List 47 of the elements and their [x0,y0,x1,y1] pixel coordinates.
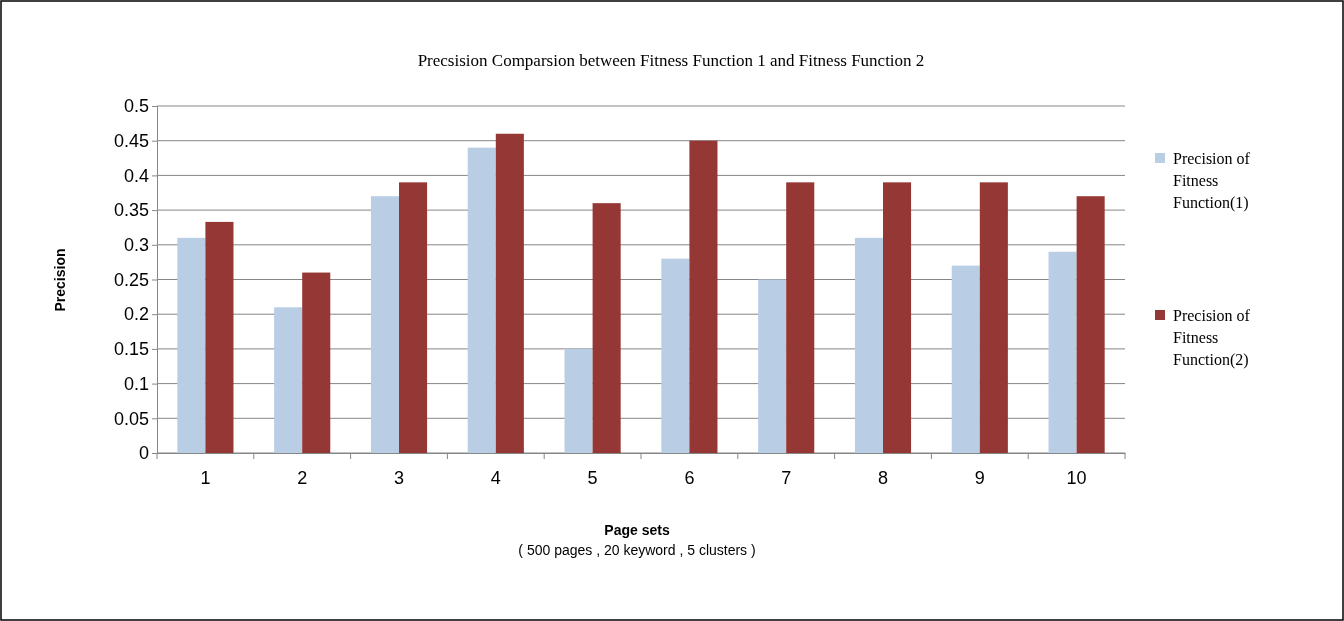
y-tick-label: 0.4 [123,165,149,186]
bar [274,307,303,453]
bar [564,348,593,453]
bar [883,182,912,453]
y-tick-label: 0.1 [123,373,149,394]
bar [979,182,1008,453]
x-tick-label: 9 [974,467,985,488]
y-tick-label: 0 [138,443,149,464]
text: ( 500 pages , 20 keyword , 5 clusters ) [518,542,756,558]
x-tick-label: 4 [490,467,501,488]
bar [370,196,399,453]
bar [854,237,883,453]
x-tick-label: 1 [200,467,211,488]
x-tick-label: 6 [684,467,695,488]
x-tick-label: 5 [587,467,598,488]
legend-label: Precision of Fitness Function(2) [1173,307,1251,369]
x-tick-label: 3 [393,467,405,488]
y-tick-label: 0.15 [113,339,149,360]
chart-title: Precsision Comparsion between Fitness Function 1 and Fitness Function 2 [417,51,925,70]
y-tick-label: 0.5 [123,96,149,117]
y-tick-label: 0.2 [123,304,149,325]
bar [951,265,980,453]
bar [467,147,496,453]
y-tick-label: 0.25 [113,269,149,290]
y-tick-label: 0.35 [113,200,149,221]
bar [758,279,787,453]
bar [495,133,524,453]
y-tick-label: 0.05 [113,408,149,429]
bar [661,258,690,453]
bar [592,203,621,453]
x-tick-label: 2 [297,467,308,488]
bar [786,182,815,453]
bar [205,221,234,453]
x-axis-title: Page sets [604,522,670,538]
x-tick-label: 8 [877,467,889,488]
bar [1076,196,1105,453]
bar [1048,251,1077,453]
bar [399,182,428,453]
y-axis-title: Precision [52,248,68,312]
bar [689,140,718,453]
y-tick-label: 0.3 [123,235,149,256]
x-tick-label: 10 [1066,467,1087,488]
bar [177,237,206,453]
y-tick-label: 0.45 [113,130,149,151]
x-tick-label: 7 [781,467,792,488]
legend-label: Precision of Fitness Function(1) [1173,150,1251,212]
bar [302,272,331,453]
